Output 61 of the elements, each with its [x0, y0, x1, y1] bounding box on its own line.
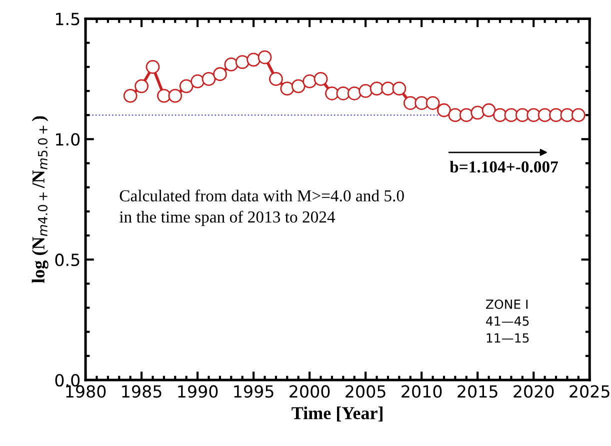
point [190, 74, 204, 88]
point [336, 86, 350, 100]
point [459, 108, 474, 122]
point [157, 88, 171, 103]
point [235, 55, 250, 70]
point [202, 72, 216, 86]
point [213, 67, 227, 82]
x-tick-label: 1985 [122, 385, 162, 398]
x-tick-label: 2015 [458, 385, 498, 398]
point [414, 96, 429, 110]
point [504, 108, 518, 122]
y-tick-label: 1.5 [56, 12, 80, 26]
point [370, 82, 384, 96]
x-tick-label: 2020 [514, 385, 554, 398]
point [134, 79, 148, 94]
point [280, 82, 294, 96]
point [470, 106, 485, 120]
annotation: b=1.104+-0.007 [450, 160, 558, 173]
point [314, 72, 328, 86]
point [123, 88, 138, 103]
x-axis-title: Time [Year] [292, 406, 382, 422]
point [358, 84, 373, 98]
x-tick-label: 2000 [290, 385, 330, 398]
point [482, 103, 496, 118]
point [224, 58, 238, 72]
y-tick-label: 0.5 [55, 254, 80, 266]
point [347, 86, 362, 100]
x-tick-label: 2010 [402, 385, 442, 398]
annotation: Calculated from data with M>=4.0 and 5.0 in the time span of 2013 to 2024 [119, 190, 404, 226]
x-tick-label: 1980 [66, 385, 106, 398]
point [493, 108, 507, 122]
point [146, 60, 160, 74]
annotation: 11—15 [486, 333, 529, 343]
y-axis-title: log (N$_{m4.0+}$/N$_{m5.0+}$) [32, 116, 48, 283]
point [560, 108, 574, 122]
point [403, 96, 418, 110]
point [179, 79, 194, 94]
point [291, 79, 306, 94]
point [392, 82, 406, 96]
point [302, 74, 317, 88]
point [269, 72, 283, 86]
point [325, 86, 339, 100]
x-tick-label: 2025 [570, 385, 610, 398]
x-tick-label: 2005 [346, 385, 386, 398]
point [538, 108, 552, 122]
point [549, 108, 563, 122]
x-tick-label: 1990 [178, 385, 218, 398]
point [246, 52, 261, 67]
annotation: 41—45 [486, 316, 529, 326]
annotation: ZONE I [486, 300, 528, 309]
y-tick-label: 1.0 [56, 133, 80, 146]
point [571, 108, 586, 122]
point [426, 96, 440, 110]
point [515, 108, 530, 122]
point [258, 50, 272, 64]
point [381, 82, 395, 96]
point [168, 88, 182, 103]
x-tick-label: 1995 [234, 385, 274, 398]
point [437, 103, 451, 118]
point [526, 108, 541, 122]
point [448, 108, 462, 122]
